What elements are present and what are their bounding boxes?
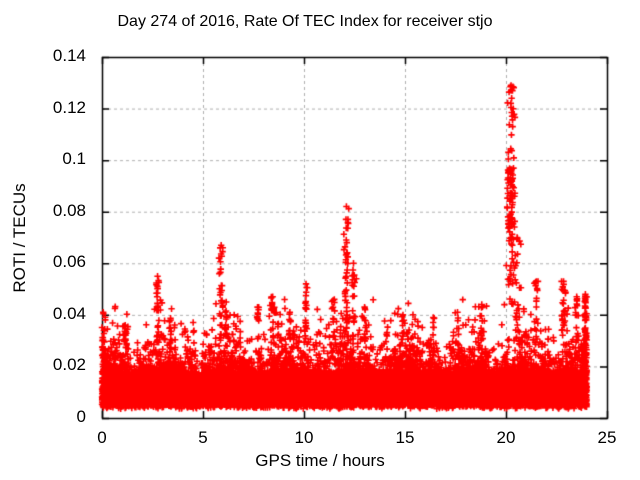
x-tick-label: 5 bbox=[198, 428, 208, 447]
y-tick-label: 0.06 bbox=[52, 252, 86, 272]
y-tick-label: 0.02 bbox=[52, 355, 86, 375]
y-axis-label: ROTI / TECUs bbox=[10, 183, 29, 293]
y-tick-label: 0 bbox=[76, 407, 86, 426]
y-tick-label: 0.12 bbox=[52, 97, 86, 117]
x-tick-label: 20 bbox=[496, 428, 516, 447]
x-axis-label: GPS time / hours bbox=[255, 451, 385, 470]
y-tick-label: 0.08 bbox=[52, 200, 86, 220]
x-tick-label: 15 bbox=[395, 428, 415, 447]
y-tick-label: 0.14 bbox=[52, 46, 86, 65]
x-tick-label: 10 bbox=[294, 428, 314, 447]
chart-title: Day 274 of 2016, Rate Of TEC Index for r… bbox=[117, 13, 493, 30]
x-tick-label: 25 bbox=[597, 428, 617, 447]
y-tick-label: 0.04 bbox=[52, 303, 86, 323]
y-tick-label: 0.1 bbox=[62, 149, 86, 169]
x-tick-label: 0 bbox=[97, 428, 107, 447]
